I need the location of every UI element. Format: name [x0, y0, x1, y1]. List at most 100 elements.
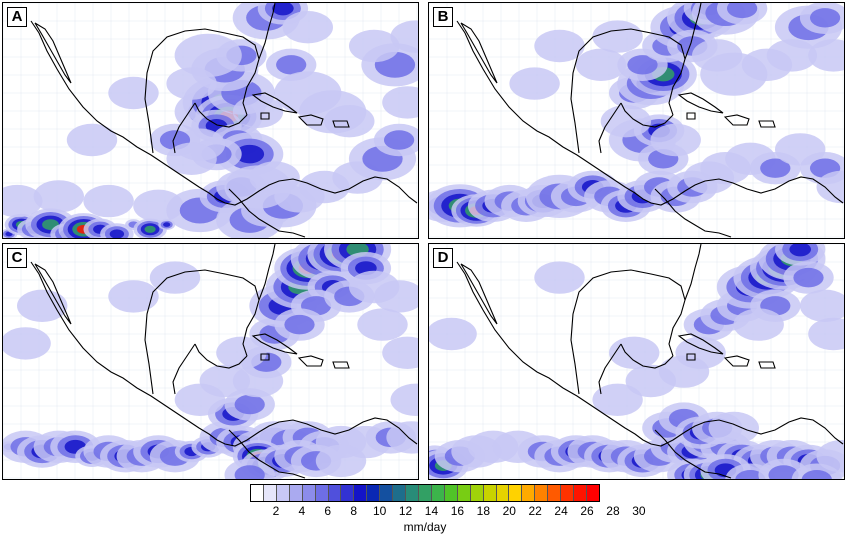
colorbar-tick-label: 30 — [632, 504, 646, 518]
coastline — [677, 333, 724, 355]
coastline — [228, 429, 306, 479]
colorbar-tick-label: 8 — [350, 504, 358, 518]
precip-cell — [163, 222, 171, 227]
colorbar-swatch — [457, 485, 471, 501]
colorbar-swatch — [535, 485, 549, 501]
colorbar-swatch — [444, 485, 458, 501]
precip-cell — [799, 289, 844, 322]
panel-label-a: A — [7, 7, 27, 27]
colorbar-swatch — [276, 485, 290, 501]
coastline — [686, 353, 696, 361]
precip-cell — [534, 261, 585, 294]
coastline — [686, 112, 696, 120]
coastline — [260, 353, 270, 361]
precip-cell — [276, 55, 307, 75]
precip-cell — [592, 20, 643, 53]
map-canvas-b — [429, 3, 844, 238]
coastline — [654, 429, 732, 479]
coastline — [620, 343, 674, 369]
precip-cell — [534, 29, 585, 63]
colorbar-units-label: mm/day — [403, 520, 447, 534]
coastline — [258, 3, 276, 60]
precip-cell — [650, 123, 701, 157]
coastline — [34, 22, 72, 84]
precip-cell — [144, 225, 156, 233]
colorbar-swatch — [354, 485, 368, 501]
colorbar-swatch — [251, 485, 264, 501]
precip-cell — [816, 170, 844, 204]
precip-cell — [66, 123, 118, 157]
coastline — [251, 333, 298, 355]
coastline — [460, 263, 498, 325]
colorbar-swatch — [302, 485, 316, 501]
precip-cell — [735, 469, 766, 479]
precip-map-panel-b: B — [428, 2, 845, 239]
precip-cell — [108, 280, 159, 313]
precip-cell — [760, 158, 791, 178]
precip-cell — [575, 48, 627, 81]
precip-cell — [284, 314, 315, 335]
coastline — [260, 112, 270, 120]
precip-cell — [592, 383, 643, 416]
coastline — [620, 102, 674, 128]
colorbar-swatch — [328, 485, 342, 501]
coastline — [570, 28, 686, 154]
colorbar-swatch — [315, 485, 329, 501]
precip-map-panel-c: C — [2, 243, 419, 480]
precip-cell — [733, 308, 784, 341]
coastline — [251, 92, 298, 114]
colorbar-ticks: 2 4 6 8 10 12 14 16 18 20 22 24 26 28 30 — [250, 504, 646, 518]
precip-cell — [17, 289, 68, 322]
colorbar-tick-label: 18 — [476, 504, 491, 518]
coastline — [456, 20, 844, 206]
precip-cell — [349, 29, 400, 63]
precip-cell — [600, 105, 652, 138]
colorbar-swatch — [496, 485, 510, 501]
coastline — [654, 188, 732, 238]
colorbar-tick-label: 26 — [580, 504, 594, 518]
colorbar-swatch — [586, 485, 599, 501]
precip-cell — [108, 76, 159, 110]
precip-cell — [789, 244, 811, 257]
precip-cell — [235, 144, 265, 164]
panel-label-c: C — [7, 248, 27, 268]
precip-cell — [675, 336, 726, 369]
precip-cell — [3, 327, 51, 360]
colorbar-swatch — [509, 485, 523, 501]
coastline — [30, 261, 418, 447]
precip-cell — [83, 184, 134, 218]
precip-cell — [382, 86, 418, 119]
colorbar-tick-label: 10 — [372, 504, 387, 518]
coastline — [684, 244, 702, 301]
precip-map-panel-a: A — [2, 2, 419, 239]
colorbar-tick-label: 6 — [324, 504, 332, 518]
precip-cell — [234, 465, 265, 479]
colorbar-tick-label: 28 — [606, 504, 620, 518]
precip-cell — [726, 3, 758, 19]
coastline — [758, 120, 776, 128]
map-canvas-d — [429, 244, 844, 479]
precip-cell — [33, 180, 84, 213]
coastline — [723, 355, 750, 367]
colorbar-swatch — [406, 485, 419, 501]
colorbar-swatch — [393, 485, 407, 501]
coastline — [144, 269, 260, 395]
precip-cell — [166, 67, 217, 100]
colorbar-swatch — [470, 485, 484, 501]
coastline — [172, 343, 196, 395]
coastline — [297, 114, 324, 126]
colorbar-swatch — [483, 485, 497, 501]
precip-cell — [509, 67, 560, 100]
colorbar-tick-label: 16 — [450, 504, 465, 518]
colorbar — [250, 484, 600, 502]
precip-cell — [166, 142, 217, 175]
precip-cell — [383, 130, 415, 150]
coastline — [684, 3, 702, 60]
panel-label-b: B — [433, 7, 453, 27]
precip-cell — [174, 383, 226, 416]
precip-cell — [390, 383, 418, 416]
precip-cell — [174, 33, 242, 77]
coastline — [30, 20, 418, 206]
precip-cell — [801, 469, 832, 479]
colorbar-swatch — [561, 485, 575, 501]
